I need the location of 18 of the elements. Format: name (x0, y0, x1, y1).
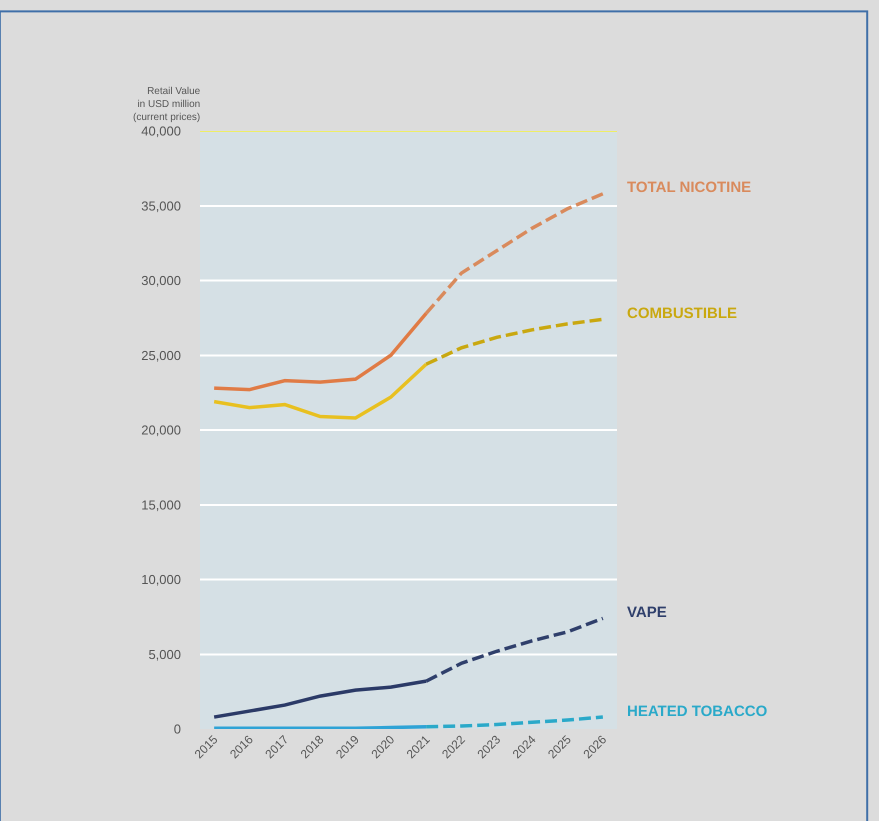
line-series (424, 715, 605, 729)
y-tick-label: 25,000 (141, 348, 181, 363)
y-tick-label: 15,000 (141, 497, 181, 512)
series-label: VAPE (627, 604, 667, 621)
series-label: HEATED TOBACCO (627, 703, 768, 720)
y-tick-label: 35,000 (141, 198, 181, 214)
series-label: COMBUSTIBLE (627, 305, 737, 322)
y-tick-label: 20,000 (141, 422, 181, 438)
y-tick-label: 0 (174, 722, 181, 737)
line-series (212, 312, 428, 392)
y-tick-label: 40,000 (141, 124, 181, 139)
y-axis-title: Retail Value in USD million (current prices) (133, 86, 201, 123)
y-tick-label: 10,000 (141, 572, 181, 588)
series-label: TOTAL NICOTINE (627, 179, 752, 196)
y-tick-label: 5,000 (148, 646, 181, 662)
y-tick-label: 30,000 (141, 273, 181, 288)
line-series (212, 362, 428, 420)
line-series (424, 192, 605, 316)
